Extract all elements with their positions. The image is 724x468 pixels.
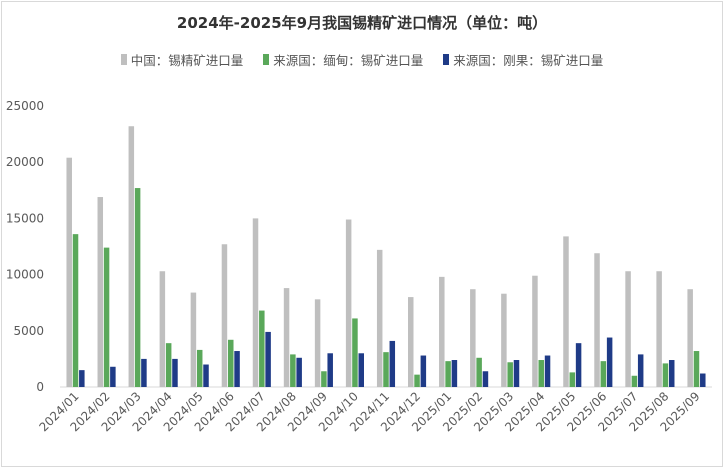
y-tick-label: 0 <box>36 380 44 394</box>
bar-3-2024/10 <box>358 353 364 387</box>
bar-3-2024/08 <box>296 357 302 387</box>
legend-item-2: 来源国：缅甸：锡矿进口量 <box>263 50 423 69</box>
bar-2-2025/01 <box>445 361 451 387</box>
bar-1-2024/09 <box>314 299 321 387</box>
bar-3-2025/03 <box>513 360 520 387</box>
bar-3-2024/04 <box>172 358 178 387</box>
legend-label: 来源国：缅甸：锡矿进口量 <box>273 53 424 68</box>
y-tick-label: 10000 <box>6 268 44 282</box>
bar-2-2024/07 <box>259 310 265 387</box>
bar-1-2024/10 <box>345 219 352 387</box>
bar-2-2024/12 <box>414 374 420 387</box>
bar-2-2025/09 <box>693 351 700 387</box>
bar-1-2025/07 <box>625 271 631 387</box>
bar-2-2024/03 <box>134 188 141 387</box>
legend-label: 中国：锡精矿进口量 <box>130 53 244 68</box>
bar-1-2024/12 <box>408 297 414 387</box>
bar-2-2025/02 <box>476 357 482 387</box>
bar-1-2024/02 <box>97 197 104 387</box>
bar-3-2024/09 <box>327 353 333 387</box>
y-axis: 0 5000 10000 15000 20000 25000 <box>6 99 712 394</box>
bar-2-2025/08 <box>662 363 669 387</box>
bar-3-2025/08 <box>668 360 675 387</box>
bar-2-2025/03 <box>507 362 513 387</box>
bar-3-2025/06 <box>606 337 613 387</box>
chart-legend: 中国：锡精矿进口量 来源国：缅甸：锡矿进口量 来源国：刚果：锡矿进口量 <box>0 50 724 69</box>
bar-2-2024/06 <box>228 339 234 387</box>
bars <box>66 126 706 387</box>
bar-3-2024/11 <box>389 340 396 387</box>
y-tick-label: 25000 <box>6 99 44 113</box>
bar-2-2025/06 <box>600 361 607 387</box>
bar-2-2024/11 <box>383 352 389 387</box>
legend-swatch <box>443 54 450 65</box>
legend-swatch <box>263 54 270 65</box>
x-axis: 2024/012024/022024/032024/042024/052024/… <box>36 389 702 434</box>
legend-item-3: 来源国：刚果：锡矿进口量 <box>443 50 603 69</box>
bar-2-2024/04 <box>165 343 172 387</box>
legend-item-1: 中国：锡精矿进口量 <box>120 50 244 69</box>
legend-swatch <box>120 54 127 65</box>
bar-2-2025/05 <box>569 372 576 387</box>
bar-1-2025/08 <box>656 271 662 387</box>
bar-1-2024/05 <box>190 292 197 387</box>
bar-1-2024/11 <box>376 249 383 387</box>
bar-1-2025/02 <box>470 289 476 387</box>
bar-2-2024/09 <box>321 371 327 387</box>
bar-1-2024/03 <box>128 126 135 387</box>
legend-label: 来源国：刚果：锡矿进口量 <box>453 53 604 68</box>
bar-3-2024/12 <box>420 355 427 387</box>
bar-3-2025/07 <box>637 354 644 387</box>
bar-2-2024/02 <box>103 247 110 387</box>
bar-1-2024/01 <box>66 157 72 387</box>
bar-1-2025/04 <box>532 275 538 387</box>
bar-1-2024/06 <box>221 244 228 387</box>
bar-3-2025/05 <box>575 343 582 387</box>
y-tick-label: 20000 <box>6 155 44 169</box>
bar-3-2024/02 <box>110 366 116 387</box>
bar-1-2025/03 <box>501 293 507 387</box>
bar-1-2025/09 <box>687 289 693 387</box>
bar-3-2024/07 <box>265 331 271 387</box>
bar-1-2024/07 <box>252 218 259 387</box>
bar-2-2024/05 <box>196 349 203 387</box>
bar-2-2025/04 <box>538 360 544 387</box>
bar-3-2025/02 <box>482 371 489 387</box>
bar-3-2025/04 <box>544 355 551 387</box>
bar-1-2024/08 <box>283 288 290 387</box>
bar-1-2025/06 <box>594 253 600 387</box>
bar-1-2025/05 <box>563 236 569 387</box>
bar-2-2024/08 <box>290 354 296 387</box>
bar-1-2024/04 <box>159 271 166 387</box>
bar-3-2024/05 <box>203 364 209 387</box>
bar-3-2024/06 <box>234 351 240 387</box>
chart-title: 2024年-2025年9月我国锡精矿进口情况（单位：吨） <box>176 14 548 32</box>
bar-2-2025/07 <box>631 375 638 387</box>
bar-1-2025/01 <box>439 276 445 387</box>
y-tick-label: 5000 <box>13 324 44 338</box>
y-tick-label: 15000 <box>6 211 44 225</box>
bar-3-2024/03 <box>141 358 147 387</box>
bar-2-2024/10 <box>352 318 358 387</box>
bar-3-2025/09 <box>700 373 706 387</box>
bar-3-2025/01 <box>451 360 458 387</box>
bar-3-2024/01 <box>79 370 85 387</box>
bar-2-2024/01 <box>72 234 79 387</box>
